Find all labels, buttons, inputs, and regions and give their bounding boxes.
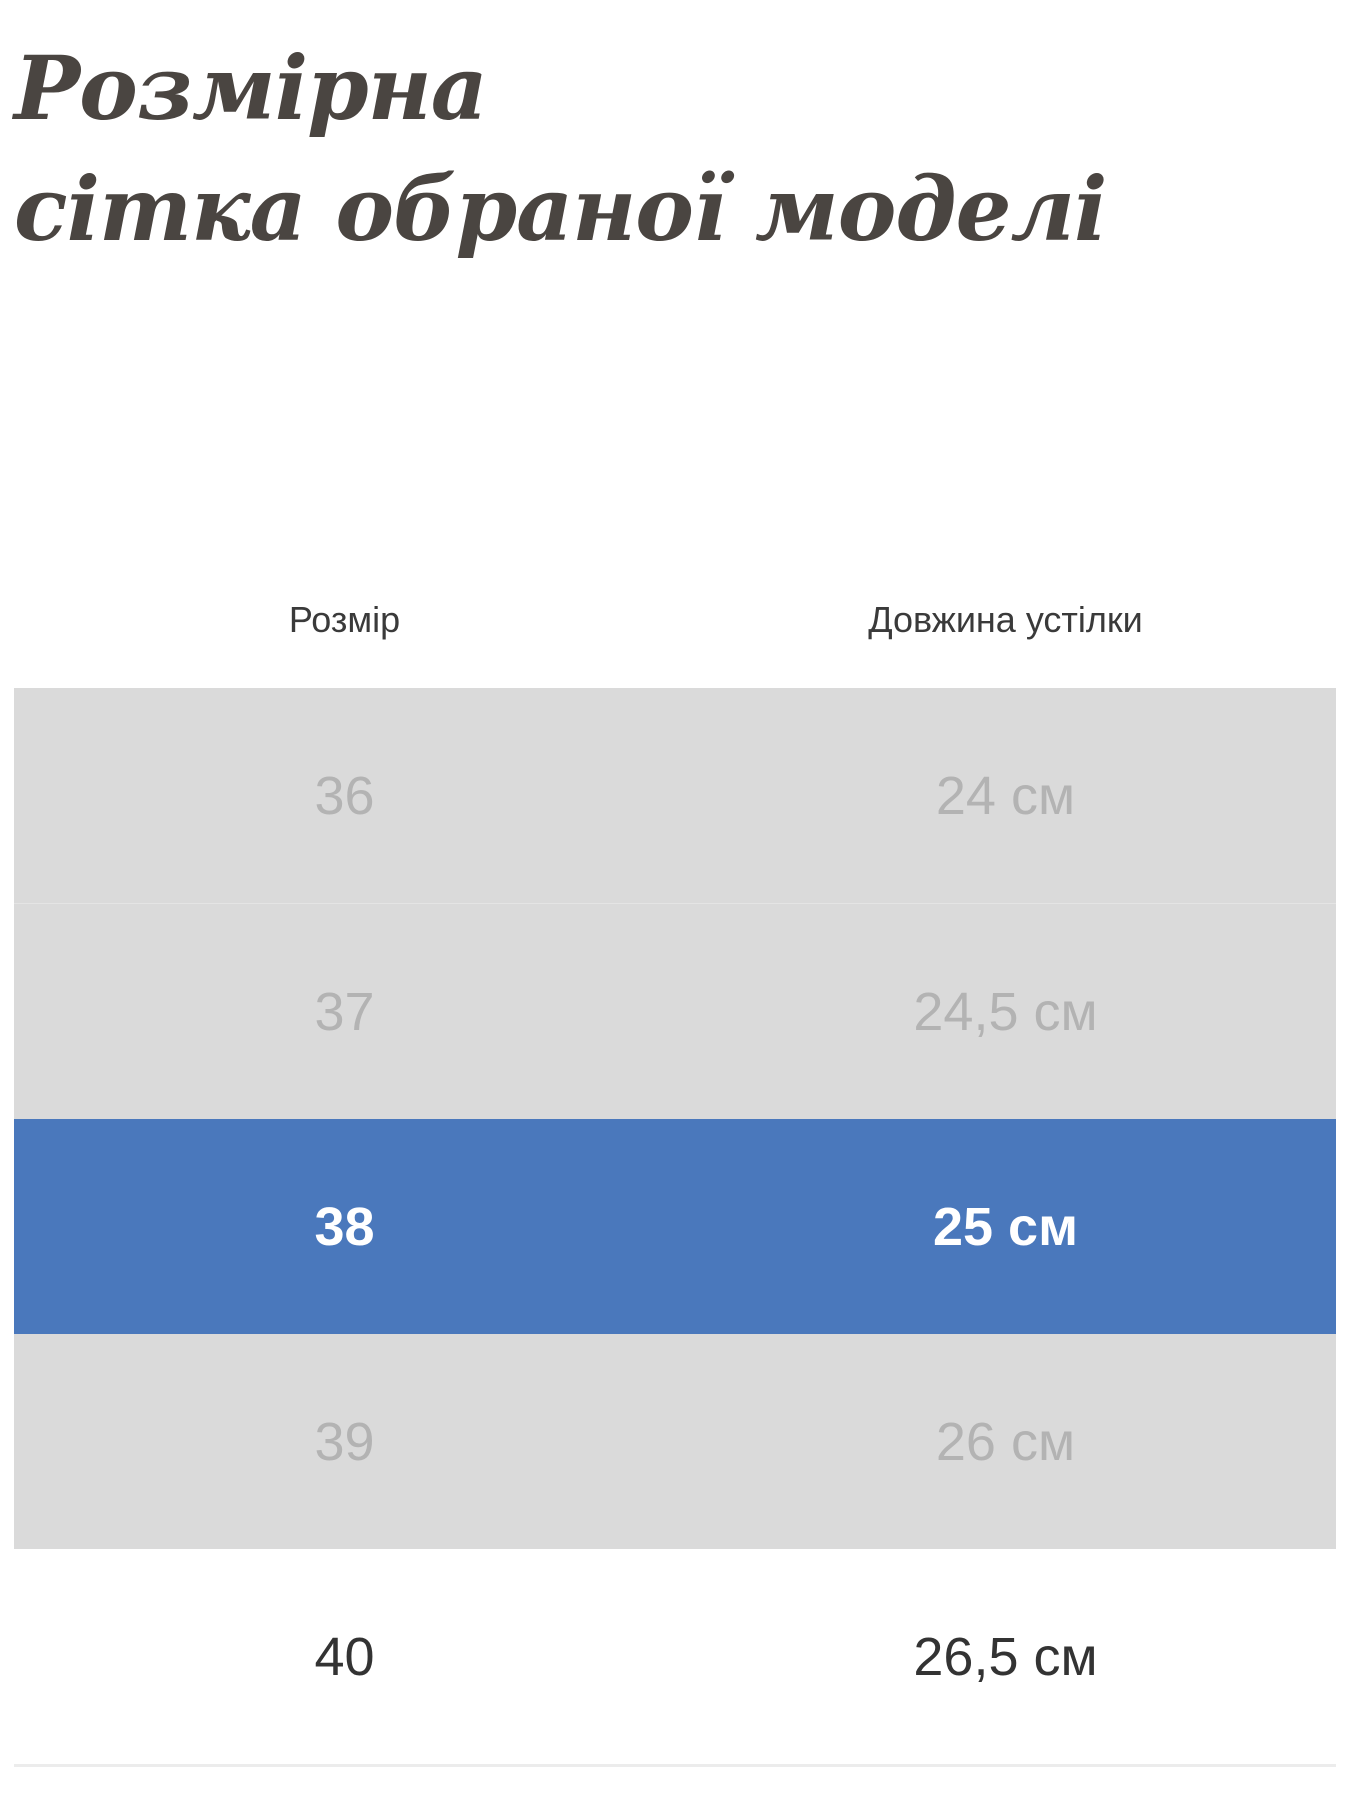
length-cell: 25 см (932, 1196, 1079, 1257)
length-cell: 26,5 см (913, 1626, 1098, 1687)
size-cell: 36 (314, 765, 375, 826)
page-title: Розмірна сітка обраної моделі (14, 28, 1107, 270)
size-table-header: Розмір Довжина устілки (14, 595, 1336, 645)
size-cell: 37 (314, 981, 375, 1042)
header-size: Розмір (288, 599, 401, 640)
size-cell: 39 (314, 1411, 375, 1472)
size-cell: 38 (314, 1196, 375, 1257)
table-row: 37 24,5 см (14, 903, 1336, 1119)
length-cell: 24 см (935, 765, 1076, 826)
size-cell: 40 (314, 1626, 375, 1687)
length-cell: 26 см (935, 1411, 1076, 1472)
table-row-selected[interactable]: 38 25 см (14, 1119, 1336, 1334)
title-line-1: Розмірна (14, 36, 488, 140)
table-row: 39 26 см (14, 1334, 1336, 1549)
table-row: 36 24 см (14, 688, 1336, 903)
length-cell: 24,5 см (913, 981, 1098, 1042)
header-insole-length: Довжина устілки (868, 599, 1143, 640)
title-line-2: сітка обраної моделі (14, 157, 1107, 261)
size-table: 36 24 см 37 24,5 см 38 25 см 39 26 см 40… (14, 688, 1336, 1767)
table-row[interactable]: 40 26,5 см (14, 1549, 1336, 1767)
